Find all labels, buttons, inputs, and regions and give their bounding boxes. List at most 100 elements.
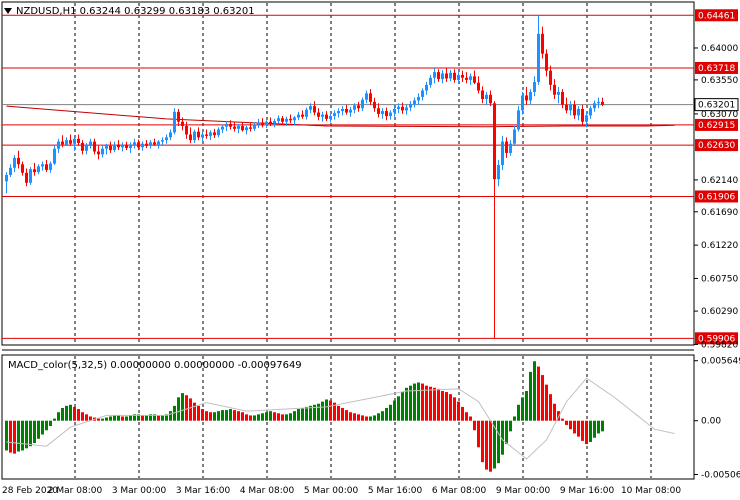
macd-bar bbox=[33, 420, 36, 444]
macd-bar bbox=[113, 415, 116, 421]
bear-candle-body bbox=[477, 82, 480, 91]
macd-bar bbox=[389, 404, 392, 421]
bull-candle-body bbox=[73, 138, 76, 144]
bear-candle-body bbox=[505, 141, 508, 153]
macd-bar bbox=[265, 412, 268, 421]
bull-candle-body bbox=[169, 132, 172, 138]
candles bbox=[5, 15, 604, 339]
macd-signal-line bbox=[6, 377, 675, 460]
bear-candle-body bbox=[453, 72, 456, 80]
macd-bar bbox=[361, 415, 364, 421]
bull-candle-body bbox=[337, 111, 340, 114]
macd-bar bbox=[205, 411, 208, 421]
bear-candle-body bbox=[125, 145, 128, 148]
bear-candle-body bbox=[373, 101, 376, 109]
macd-bar bbox=[305, 406, 308, 421]
bull-candle-body bbox=[349, 109, 352, 113]
macd-bar bbox=[541, 375, 544, 421]
bull-candle-body bbox=[361, 99, 364, 109]
macd-bar bbox=[333, 402, 336, 421]
macd-bar bbox=[365, 416, 368, 421]
macd-bar bbox=[249, 415, 252, 421]
macd-bar bbox=[201, 409, 204, 421]
bear-candle-body bbox=[17, 157, 20, 165]
macd-bar bbox=[313, 404, 316, 421]
moving-average bbox=[6, 105, 675, 128]
macd-bar bbox=[177, 397, 180, 421]
macd-bar bbox=[485, 420, 488, 470]
collapse-arrow-icon[interactable] bbox=[4, 8, 12, 14]
macd-bar bbox=[425, 385, 428, 421]
macd-bar bbox=[117, 415, 120, 421]
macd-bar bbox=[553, 403, 556, 421]
y-tick-label: 0.61690 bbox=[701, 208, 738, 218]
macd-bar bbox=[329, 400, 332, 421]
macd-bar bbox=[169, 411, 172, 421]
macd-bar bbox=[405, 387, 408, 421]
bear-candle-body bbox=[281, 118, 284, 122]
macd-histogram bbox=[5, 361, 675, 472]
bull-candle-body bbox=[273, 121, 276, 124]
bull-candle-body bbox=[529, 91, 532, 101]
level-price-label: 0.63718 bbox=[698, 64, 735, 74]
bear-candle-body bbox=[229, 123, 232, 127]
macd-header: MACD_color(5,32,5) 0.00000000 0.00000000… bbox=[8, 360, 302, 371]
macd-bar bbox=[345, 410, 348, 421]
macd-bar bbox=[245, 414, 248, 421]
macd-bar bbox=[233, 410, 236, 421]
macd-bar bbox=[513, 416, 516, 421]
macd-bar bbox=[573, 420, 576, 434]
current-price-label: 0.63201 bbox=[698, 101, 735, 111]
macd-bar bbox=[141, 415, 144, 421]
bear-candle-body bbox=[561, 91, 564, 105]
bear-candle-body bbox=[45, 164, 48, 170]
y-tick-label: 0.62140 bbox=[701, 176, 738, 186]
macd-bar bbox=[409, 385, 412, 421]
macd-bar bbox=[41, 420, 44, 435]
level-price-box bbox=[695, 118, 738, 131]
macd-bar bbox=[473, 420, 476, 431]
x-tick-label: 3 Mar 00:00 bbox=[112, 486, 167, 496]
bull-candle-body bbox=[381, 111, 384, 114]
x-tick-label: 9 Mar 16:00 bbox=[560, 486, 615, 496]
bear-candle-body bbox=[93, 141, 96, 152]
macd-bar bbox=[537, 366, 540, 421]
macd-bar bbox=[277, 413, 280, 421]
bear-candle-body bbox=[385, 111, 388, 117]
bear-candle-body bbox=[377, 108, 380, 114]
macd-bar bbox=[145, 415, 148, 421]
macd-bar bbox=[385, 407, 388, 421]
x-tick-label: 5 Mar 00:00 bbox=[304, 486, 359, 496]
bear-candle-body bbox=[97, 151, 100, 155]
x-tick-label: 28 Feb 2020 bbox=[2, 486, 58, 496]
bull-candle-body bbox=[121, 145, 124, 148]
y-tick-label: 0.60290 bbox=[701, 307, 738, 317]
macd-bar bbox=[101, 418, 104, 421]
bear-candle-body bbox=[465, 77, 468, 80]
macd-bar bbox=[217, 411, 220, 421]
bull-candle-body bbox=[53, 148, 56, 164]
x-tick-label: 2 Mar 08:00 bbox=[48, 486, 103, 496]
bear-candle-body bbox=[69, 140, 72, 144]
bull-candle-body bbox=[285, 118, 288, 122]
bull-candle-body bbox=[589, 108, 592, 116]
macd-bar bbox=[21, 420, 24, 451]
macd-bar bbox=[229, 409, 232, 421]
macd-bar bbox=[377, 413, 380, 421]
bear-candle-body bbox=[317, 112, 320, 117]
macd-y-tick-label: 0.0056495 bbox=[701, 357, 740, 367]
macd-bar bbox=[61, 407, 64, 421]
bear-candle-body bbox=[181, 121, 184, 126]
bull-candle-body bbox=[577, 108, 580, 116]
bear-candle-body bbox=[145, 143, 148, 146]
bull-candle-body bbox=[593, 103, 596, 109]
bear-candle-body bbox=[461, 74, 464, 78]
macd-bar bbox=[321, 401, 324, 421]
bull-candle-body bbox=[405, 107, 408, 111]
bull-candle-body bbox=[245, 127, 248, 131]
macd-bar bbox=[477, 420, 480, 448]
bear-candle-body bbox=[25, 172, 28, 183]
y-tick-label: 0.64000 bbox=[701, 44, 738, 54]
bear-candle-body bbox=[109, 145, 112, 151]
